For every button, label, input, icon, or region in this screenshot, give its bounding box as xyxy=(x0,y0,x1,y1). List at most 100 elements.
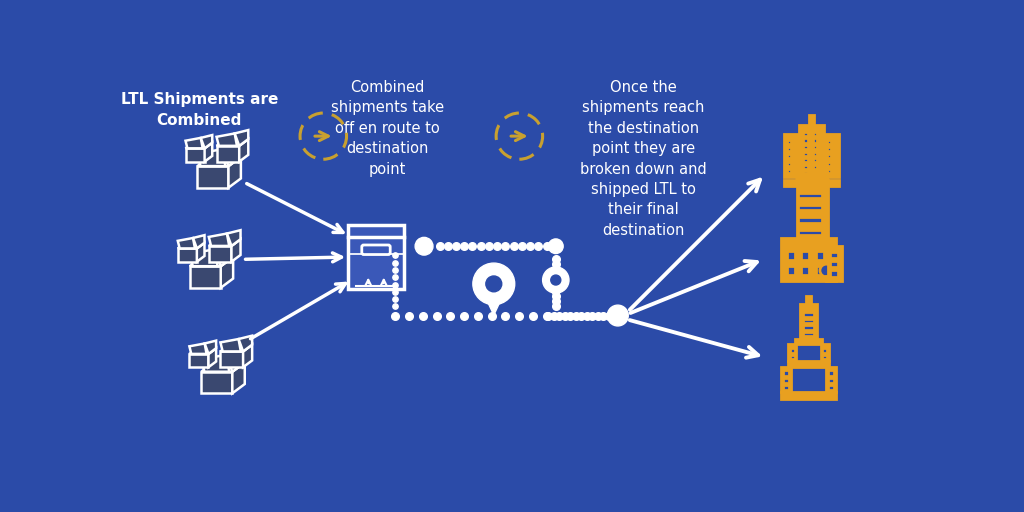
Polygon shape xyxy=(178,248,197,262)
Bar xyxy=(804,145,808,149)
Polygon shape xyxy=(480,286,508,315)
Bar xyxy=(348,225,403,289)
Bar xyxy=(787,154,791,158)
Polygon shape xyxy=(202,355,229,372)
Bar xyxy=(826,367,836,392)
Polygon shape xyxy=(185,143,212,148)
Polygon shape xyxy=(185,138,203,148)
Bar xyxy=(813,171,817,176)
Bar xyxy=(813,178,817,182)
Text: LTL Shipments are
Combined: LTL Shipments are Combined xyxy=(121,92,278,128)
Bar xyxy=(827,162,831,166)
Bar xyxy=(787,162,791,166)
Text: Once the
shipments reach
the destination
point they are
broken down and
shipped : Once the shipments reach the destination… xyxy=(580,80,707,238)
Bar xyxy=(804,132,808,136)
Polygon shape xyxy=(209,348,216,367)
Bar xyxy=(822,348,827,352)
Bar xyxy=(797,171,802,180)
Polygon shape xyxy=(239,336,252,351)
Bar xyxy=(804,165,808,169)
Bar xyxy=(783,180,840,186)
Bar xyxy=(806,296,811,304)
Polygon shape xyxy=(797,173,827,180)
Bar xyxy=(803,318,814,323)
Polygon shape xyxy=(189,266,221,288)
Bar xyxy=(813,165,817,169)
Bar xyxy=(813,152,817,156)
Polygon shape xyxy=(185,148,205,162)
Polygon shape xyxy=(189,348,216,354)
Polygon shape xyxy=(209,239,241,246)
Bar xyxy=(804,158,808,162)
Bar xyxy=(786,266,795,275)
Bar xyxy=(803,312,814,317)
Bar xyxy=(781,238,836,281)
Bar xyxy=(827,385,834,390)
Polygon shape xyxy=(220,351,243,367)
Circle shape xyxy=(607,305,629,326)
Bar xyxy=(824,134,840,177)
Polygon shape xyxy=(227,230,241,246)
Bar xyxy=(786,251,795,261)
Bar xyxy=(799,230,821,235)
Polygon shape xyxy=(222,144,241,166)
Polygon shape xyxy=(243,345,252,367)
Bar xyxy=(813,132,817,136)
Bar xyxy=(788,344,796,361)
Polygon shape xyxy=(205,143,212,162)
Bar xyxy=(783,385,790,390)
Text: Combined
shipments take
off en route to
destination
point: Combined shipments take off en route to … xyxy=(331,80,444,177)
Circle shape xyxy=(551,275,561,285)
Bar xyxy=(804,178,808,182)
Polygon shape xyxy=(189,354,209,367)
Bar xyxy=(781,392,836,399)
Polygon shape xyxy=(209,233,229,246)
Polygon shape xyxy=(202,362,245,372)
Bar xyxy=(781,367,791,392)
Circle shape xyxy=(549,239,563,253)
Polygon shape xyxy=(178,238,195,248)
Polygon shape xyxy=(220,339,241,351)
Bar xyxy=(830,261,838,267)
Bar xyxy=(822,355,827,359)
Bar xyxy=(830,252,838,258)
Bar xyxy=(790,348,795,352)
Polygon shape xyxy=(231,239,241,262)
Bar xyxy=(813,138,817,143)
Polygon shape xyxy=(240,139,248,162)
Polygon shape xyxy=(216,134,237,146)
Bar xyxy=(799,218,821,223)
Polygon shape xyxy=(198,166,228,188)
Bar xyxy=(821,344,828,361)
Bar xyxy=(804,152,808,156)
Polygon shape xyxy=(198,149,225,166)
Polygon shape xyxy=(216,146,240,162)
Bar xyxy=(827,154,831,158)
Circle shape xyxy=(485,276,502,292)
Circle shape xyxy=(415,238,433,255)
Bar xyxy=(783,377,790,383)
Bar xyxy=(788,361,828,367)
Polygon shape xyxy=(220,345,252,351)
Polygon shape xyxy=(201,135,212,148)
Polygon shape xyxy=(234,130,248,146)
Bar xyxy=(802,266,809,275)
Bar xyxy=(802,251,809,261)
Polygon shape xyxy=(228,157,241,188)
Polygon shape xyxy=(178,243,205,248)
Polygon shape xyxy=(216,139,248,146)
Polygon shape xyxy=(226,350,245,372)
Polygon shape xyxy=(189,249,218,266)
Bar xyxy=(802,174,805,180)
Polygon shape xyxy=(214,245,233,266)
Bar xyxy=(816,251,824,261)
Polygon shape xyxy=(202,372,232,393)
Bar xyxy=(813,145,817,149)
Polygon shape xyxy=(189,344,207,354)
Bar xyxy=(804,138,808,143)
Bar xyxy=(799,124,824,186)
Bar xyxy=(827,246,842,281)
Bar xyxy=(803,332,814,336)
Polygon shape xyxy=(198,157,241,166)
Bar xyxy=(783,370,790,376)
